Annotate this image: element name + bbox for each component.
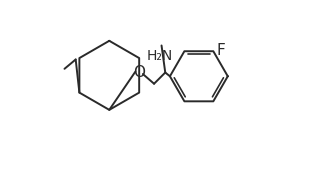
Text: H₂N: H₂N <box>147 49 173 63</box>
Text: O: O <box>133 65 145 80</box>
Text: F: F <box>216 43 225 58</box>
